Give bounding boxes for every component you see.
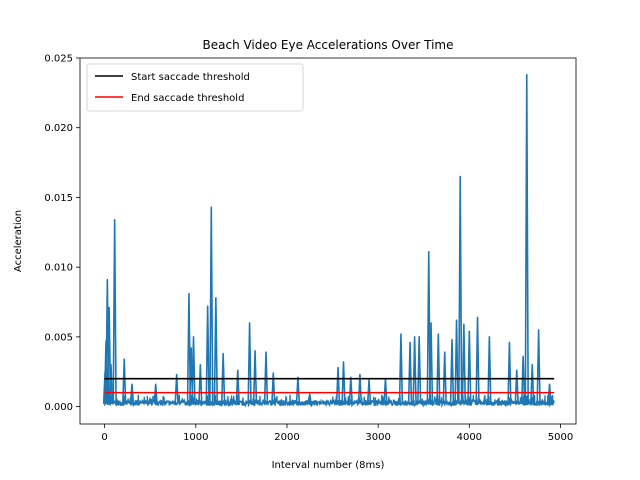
signal-spike — [122, 358, 127, 404]
signal-spike — [458, 175, 463, 404]
signal-spike — [112, 218, 117, 404]
signal-spike — [416, 336, 422, 404]
legend: Start saccade threshold End saccade thre… — [86, 63, 304, 112]
x-tick-label: 4000 — [457, 432, 482, 443]
threshold-lines — [104, 377, 555, 394]
signal-spike — [129, 383, 135, 404]
x-axis: 0 1000 2000 3000 4000 5000 — [101, 424, 573, 443]
signal-spike — [467, 330, 472, 404]
signal-spike — [530, 363, 535, 404]
x-tick-label: 1000 — [183, 432, 208, 443]
signal-spike — [198, 363, 203, 404]
legend-label-start: Start saccade threshold — [131, 72, 250, 83]
signal-spike — [263, 351, 269, 404]
signal-spike — [426, 251, 431, 404]
signal-spike — [475, 316, 480, 404]
x-axis-label: Interval number (8ms) — [272, 460, 385, 471]
y-axis-label: Acceleration — [13, 210, 24, 272]
signal-spike — [174, 373, 179, 404]
signal-spike — [407, 341, 413, 404]
signal-spike — [524, 73, 529, 404]
signal-spike — [205, 305, 210, 404]
y-tick-label: 0.015 — [44, 193, 73, 204]
x-tick-label: 5000 — [548, 432, 573, 443]
signal-spike — [442, 351, 447, 404]
signal-spike — [428, 322, 434, 404]
y-tick-label: 0.010 — [44, 263, 73, 274]
signal-spike — [153, 383, 158, 404]
signal-spike — [449, 338, 455, 404]
plot-frame — [79, 57, 577, 425]
y-tick-label: 0.020 — [44, 123, 73, 134]
signal-spike — [348, 376, 353, 404]
signal-spike — [220, 352, 226, 404]
signal-spike — [108, 363, 114, 404]
signal-spike — [335, 366, 341, 404]
legend-label-end: End saccade threshold — [131, 93, 244, 104]
x-tick-label: 2000 — [274, 432, 299, 443]
signal-spike — [341, 361, 346, 404]
signal-spike — [209, 206, 214, 404]
signal-spike — [213, 297, 219, 404]
x-tick-label: 3000 — [365, 432, 390, 443]
signal-spike — [507, 341, 512, 404]
signal-spike — [487, 336, 492, 404]
signal-spike — [412, 336, 417, 404]
y-tick-label: 0.025 — [44, 54, 73, 65]
signal-spike — [547, 383, 552, 404]
signal-spike — [271, 372, 276, 404]
y-axis: 0.000 0.005 0.010 0.015 0.020 0.025 — [44, 54, 80, 413]
legend-box — [86, 63, 304, 112]
signal-spike — [461, 323, 467, 404]
y-tick-label: 0.005 — [44, 332, 73, 343]
chart-title: Beach Video Eye Accelerations Over Time — [203, 38, 454, 52]
signal-spike — [307, 393, 312, 404]
x-tick-label: 0 — [101, 432, 107, 443]
signal-spike — [252, 350, 258, 404]
signal-spike — [247, 322, 252, 404]
y-tick-label: 0.000 — [44, 402, 73, 413]
signal-spike — [454, 319, 459, 404]
signal-spike — [186, 292, 192, 404]
signal-spike — [357, 373, 363, 404]
signal-spike — [520, 355, 526, 404]
signal-spike — [398, 333, 404, 404]
signal-spike — [295, 376, 301, 404]
signal-spike — [191, 336, 196, 404]
signal-spike — [436, 333, 441, 404]
signal-spike — [366, 379, 372, 404]
